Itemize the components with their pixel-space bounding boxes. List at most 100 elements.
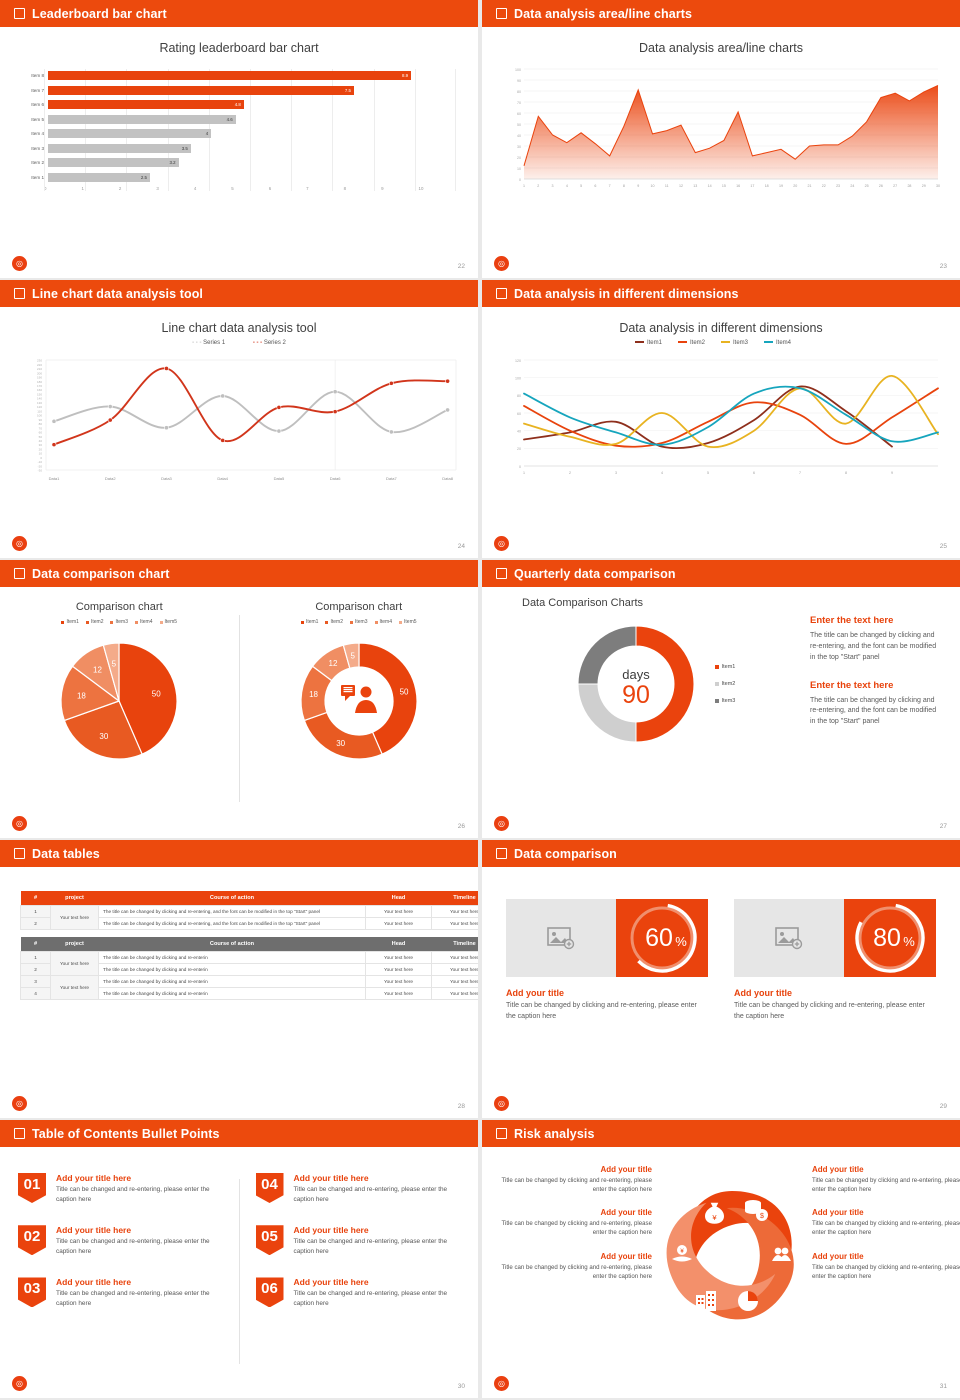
page-number: 28: [457, 1103, 465, 1110]
legend-item-item2[interactable]: Item2: [325, 619, 343, 625]
table-row[interactable]: 4 The title can be changed by clicking an…: [20, 987, 478, 1000]
slide-quarterly-data-comparison[interactable]: Quarterly data comparison Data Compariso…: [482, 560, 960, 838]
slide-header-title: Quarterly data comparison: [514, 566, 676, 581]
risk-item[interactable]: Add your title Title can be changed by cl…: [494, 1165, 652, 1194]
pie-slice[interactable]: [118, 642, 178, 755]
image-placeholder[interactable]: [506, 899, 616, 977]
toc-text: Add your title here Title can be changed …: [294, 1277, 461, 1308]
toc-column-left: 01 Add your title here Title can be change…: [18, 1173, 223, 1398]
legend-item-item3[interactable]: Item3: [110, 619, 128, 625]
toc-item[interactable]: 06 Add your title here Title can be change…: [255, 1277, 461, 1308]
legend-item-item1[interactable]: Item1: [61, 619, 79, 625]
brand-logo-icon[interactable]: ◎: [12, 256, 27, 271]
chart-title: Data analysis area/line charts: [639, 41, 803, 55]
slide-header: Data tables: [0, 840, 478, 867]
bar-x-tick: 3: [156, 185, 159, 191]
brand-logo-icon[interactable]: ◎: [494, 256, 509, 271]
table-row[interactable]: 2 The title can be changed by clicking an…: [20, 917, 478, 930]
toc-item[interactable]: 05 Add your title here Title can be change…: [255, 1225, 461, 1256]
gauge-center-label: days: [622, 667, 650, 682]
slide-line-chart-tool[interactable]: Line chart data analysis tool Line chart…: [0, 280, 478, 558]
line-marker: [107, 417, 113, 423]
risk-item[interactable]: Add your title Title can be changed by cl…: [812, 1208, 960, 1237]
gauge-segment[interactable]: [635, 625, 695, 743]
bar-value-label: 4.8: [234, 102, 241, 107]
pinwheel-svg: ¥ $: [652, 1189, 812, 1333]
pie-slice[interactable]: [63, 700, 144, 760]
legend-item-item4[interactable]: Item4: [764, 340, 791, 346]
risk-item[interactable]: Add your title Title can be changed by cl…: [494, 1252, 652, 1281]
slide-risk-analysis[interactable]: Risk analysis Add your title Title can be…: [482, 1120, 960, 1398]
toc-column-right: 04 Add your title here Title can be change…: [255, 1173, 461, 1398]
table-cell-head: Your text here: [365, 917, 432, 930]
table-row[interactable]: 3 Your text here The title can be changed …: [20, 975, 478, 1000]
toc-item[interactable]: 04 Add your title here Title can be change…: [255, 1173, 461, 1204]
brand-logo-icon[interactable]: ◎: [494, 536, 509, 551]
table-row[interactable]: 1 Your text here The title can be changed …: [20, 951, 478, 976]
brand-logo-icon[interactable]: ◎: [494, 1376, 509, 1391]
slide-table-of-contents[interactable]: Table of Contents Bullet Points 01 Add yo…: [0, 1120, 478, 1398]
toc-item[interactable]: 01 Add your title here Title can be change…: [18, 1173, 223, 1204]
text-blocks: Enter the text here The title can be cha…: [798, 597, 944, 838]
brand-logo-icon[interactable]: ◎: [12, 1376, 27, 1391]
legend-item-item4[interactable]: Item4: [374, 619, 392, 625]
area-x-tick: 11: [665, 184, 669, 188]
image-placeholder[interactable]: [734, 899, 844, 977]
slide-data-tables[interactable]: Data tables # project Course of action Head…: [0, 840, 478, 1118]
legend-item-item5[interactable]: Item5: [159, 619, 177, 625]
legend-item-item2[interactable]: Item2: [677, 340, 705, 346]
toc-item[interactable]: 02 Add your title here Title can be change…: [18, 1225, 223, 1256]
slide-multi-dimension-analysis[interactable]: Data analysis in different dimensions Da…: [482, 280, 960, 558]
data-table-secondary[interactable]: # project Course of action Head Timeline 1 You…: [20, 937, 478, 1000]
risk-item[interactable]: Add your title Title can be changed by cl…: [812, 1252, 960, 1281]
gauge-segment[interactable]: [577, 625, 637, 685]
area-x-tick: 20: [793, 184, 797, 188]
page-number: 29: [939, 1103, 947, 1110]
risk-item[interactable]: Add your title Title can be changed by cl…: [812, 1165, 960, 1194]
risk-item[interactable]: Add your title Title can be changed by cl…: [494, 1208, 652, 1237]
legend-item-item1[interactable]: Item1: [300, 619, 318, 625]
table-row[interactable]: 1 Your text here The title can be changed …: [20, 905, 478, 930]
bar-category-label: Item 7: [31, 87, 44, 93]
table-cell-index: 2: [20, 917, 51, 930]
toc-number-badge: 01: [18, 1173, 46, 1203]
page-number: 22: [457, 263, 465, 270]
pie-slice[interactable]: [303, 711, 383, 760]
legend-item-item3[interactable]: Item3: [721, 340, 748, 346]
multiline-x-tick: 4: [661, 471, 663, 475]
data-table-primary[interactable]: # project Course of action Head Timeline 1 You…: [20, 891, 478, 930]
brand-logo-icon[interactable]: ◎: [494, 816, 509, 831]
line-chart: -30 -20 -10 0 10 20 30 40 50 60 70 80 90 100 110 120 130…: [16, 354, 462, 509]
pie-slice[interactable]: [358, 642, 418, 755]
legend-item-item5[interactable]: Item5: [399, 619, 417, 625]
pie-slice[interactable]: [342, 642, 360, 670]
brand-logo-icon[interactable]: ◎: [12, 536, 27, 551]
pie-slice[interactable]: [60, 665, 121, 722]
brand-logo-icon[interactable]: ◎: [12, 1096, 27, 1111]
legend-item-item2[interactable]: Item2: [714, 681, 735, 687]
legend-item-item1[interactable]: Item1: [634, 340, 662, 346]
bar-track: 2.5: [48, 172, 456, 182]
area-x-tick: 23: [836, 184, 840, 188]
slide-leaderboard-bar-chart[interactable]: Leaderboard bar chart Rating leaderboard…: [0, 0, 478, 278]
pinwheel-petal[interactable]: [678, 1198, 812, 1333]
legend-item-item2[interactable]: Item2: [85, 619, 103, 625]
legend-item-item3[interactable]: Item3: [349, 619, 368, 625]
legend-item-item4[interactable]: Item4: [135, 619, 153, 625]
legend-item-series1[interactable]: - - - Series 1: [192, 340, 226, 346]
slide-data-comparison-chart[interactable]: Data comparison chart Comparison chart I…: [0, 560, 478, 838]
area-x-tick: 9: [637, 184, 639, 188]
brand-logo-icon[interactable]: ◎: [494, 1096, 509, 1111]
brand-logo-icon[interactable]: ◎: [12, 816, 27, 831]
area-x-tick: 12: [679, 184, 683, 188]
legend-item-series2[interactable]: - - - Series 2: [252, 340, 286, 346]
legend-item-item1[interactable]: Item1: [714, 664, 735, 670]
bar-chart: Item 8 8.9 Item 7 7.5 Item 6 4.8 Item 5 4.6 Item…: [18, 69, 456, 191]
pie-slice[interactable]: [102, 642, 120, 702]
toc-item[interactable]: 03 Add your title here Title can be change…: [18, 1277, 223, 1308]
legend-item-item3[interactable]: Item3: [714, 698, 735, 704]
pinwheel-petal[interactable]: [652, 1189, 781, 1329]
slide-area-line-charts[interactable]: Data analysis area/line charts Data anal…: [482, 0, 960, 278]
line-x-tick: Data6: [330, 476, 341, 481]
slide-data-comparison-percent[interactable]: Data comparison: [482, 840, 960, 1118]
